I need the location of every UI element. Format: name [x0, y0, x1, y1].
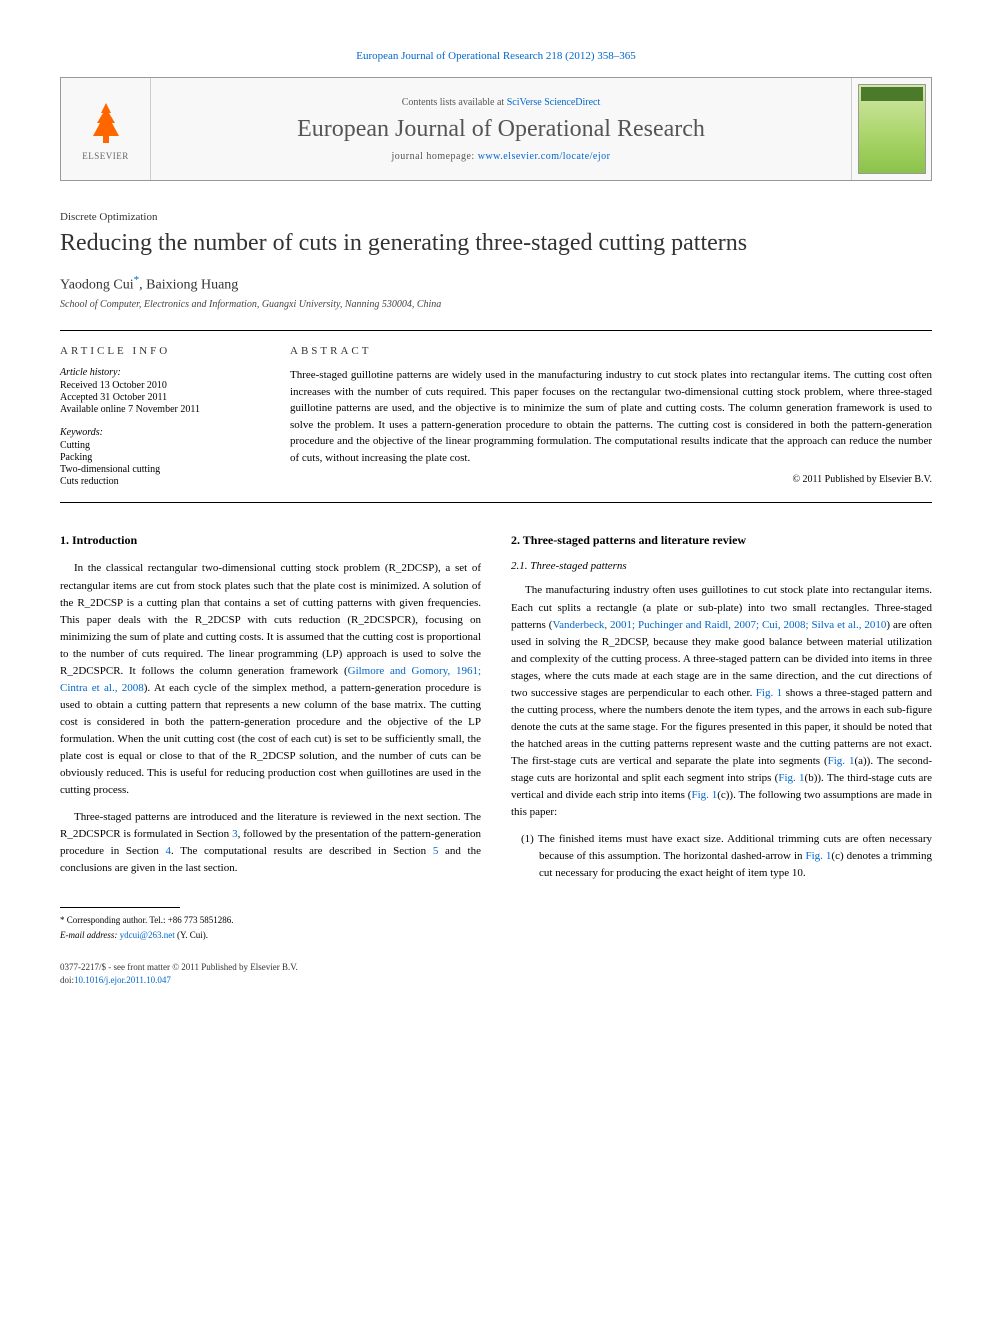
header-center: Contents lists available at SciVerse Sci… — [151, 78, 851, 180]
page-footer: 0377-2217/$ - see front matter © 2011 Pu… — [60, 961, 932, 986]
left-column: 1. Introduction In the classical rectang… — [60, 533, 481, 943]
section-1-title: 1. Introduction — [60, 533, 481, 548]
homepage-line: journal homepage: www.elsevier.com/locat… — [392, 151, 611, 162]
elsevier-label: ELSEVIER — [82, 151, 129, 161]
sciencedirect-link[interactable]: SciVerse ScienceDirect — [507, 97, 601, 108]
keywords-label: Keywords: — [60, 427, 260, 438]
figure-link[interactable]: Fig. 1 — [828, 755, 855, 767]
contents-line: Contents lists available at SciVerse Sci… — [402, 97, 601, 108]
section-2-title: 2. Three-staged patterns and literature … — [511, 533, 932, 548]
doi-label: doi: — [60, 975, 74, 985]
journal-name: European Journal of Operational Research — [297, 116, 705, 143]
history-online: Available online 7 November 2011 — [60, 404, 260, 415]
history-label: Article history: — [60, 367, 260, 378]
abstract-heading: ABSTRACT — [290, 345, 932, 357]
authors: Yaodong Cui*, Baixiong Huang — [60, 274, 932, 294]
cover-thumbnail — [858, 84, 926, 174]
doi-link[interactable]: 10.1016/j.ejor.2011.10.047 — [74, 975, 171, 985]
figure-link[interactable]: Fig. 1 — [691, 789, 717, 801]
list-item-1: (1) The finished items must have exact s… — [511, 831, 932, 882]
footer-line1: 0377-2217/$ - see front matter © 2011 Pu… — [60, 961, 932, 974]
elsevier-tree-icon — [81, 98, 131, 148]
journal-cover — [851, 78, 931, 180]
history-received: Received 13 October 2010 — [60, 380, 260, 391]
abstract-text: Three-staged guillotine patterns are wid… — [290, 367, 932, 466]
keyword: Cutting — [60, 440, 260, 451]
body-columns: 1. Introduction In the classical rectang… — [60, 533, 932, 943]
email-label: E-mail address: — [60, 930, 120, 940]
sec2-para1: The manufacturing industry often uses gu… — [511, 582, 932, 821]
subsection-2-1-title: 2.1. Three-staged patterns — [511, 560, 932, 572]
sec1-para2: Three-staged patterns are introduced and… — [60, 809, 481, 877]
page: European Journal of Operational Research… — [0, 0, 992, 1027]
info-heading: ARTICLE INFO — [60, 345, 260, 357]
corresponding-footnote: * Corresponding author. Tel.: +86 773 58… — [60, 914, 481, 927]
keyword: Cuts reduction — [60, 476, 260, 487]
citation-link[interactable]: Vanderbeck, 2001; Puchinger and Raidl, 2… — [552, 619, 886, 631]
paper-title: Reducing the number of cuts in generatin… — [60, 229, 932, 258]
section-label: Discrete Optimization — [60, 211, 932, 223]
homepage-prefix: journal homepage: — [392, 151, 478, 162]
keyword: Packing — [60, 452, 260, 463]
abstract-column: ABSTRACT Three-staged guillotine pattern… — [290, 345, 932, 488]
figure-link[interactable]: Fig. 1 — [806, 850, 832, 862]
author-2: , Baixiong Huang — [139, 277, 238, 292]
right-column: 2. Three-staged patterns and literature … — [511, 533, 932, 943]
article-info: ARTICLE INFO Article history: Received 1… — [60, 345, 260, 488]
footnote-separator — [60, 907, 180, 908]
footer-doi: doi:10.1016/j.ejor.2011.10.047 — [60, 974, 932, 987]
email-suffix: (Y. Cui). — [175, 930, 208, 940]
figure-link[interactable]: Fig. 1 — [756, 687, 782, 699]
author-1: Yaodong Cui — [60, 277, 134, 292]
journal-reference: European Journal of Operational Research… — [60, 50, 932, 62]
copyright: © 2011 Published by Elsevier B.V. — [290, 474, 932, 485]
email-footnote: E-mail address: ydcui@263.net (Y. Cui). — [60, 929, 481, 942]
sec1-para1: In the classical rectangular two-dimensi… — [60, 560, 481, 799]
elsevier-logo: ELSEVIER — [61, 78, 151, 180]
history-accepted: Accepted 31 October 2011 — [60, 392, 260, 403]
affiliation: School of Computer, Electronics and Info… — [60, 299, 932, 310]
homepage-link[interactable]: www.elsevier.com/locate/ejor — [478, 151, 611, 162]
contents-prefix: Contents lists available at — [402, 97, 507, 108]
figure-link[interactable]: Fig. 1 — [778, 772, 804, 784]
keyword: Two-dimensional cutting — [60, 464, 260, 475]
meta-row: ARTICLE INFO Article history: Received 1… — [60, 330, 932, 503]
email-link[interactable]: ydcui@263.net — [120, 930, 175, 940]
journal-header: ELSEVIER Contents lists available at Sci… — [60, 77, 932, 181]
